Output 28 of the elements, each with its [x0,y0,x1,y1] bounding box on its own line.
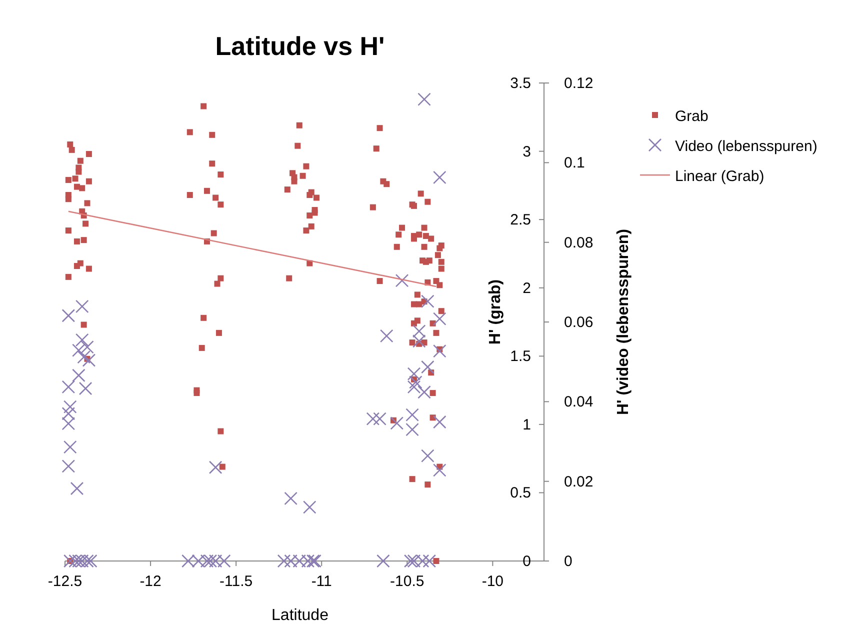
y-tick-label: 2.5 [510,212,531,229]
y-tick-label: 3.5 [510,75,531,92]
y2-tick-label: 0.04 [564,394,594,411]
y2-tick-label: 0.1 [564,154,585,172]
y2-axis-title: H' (video (lebensspuren) [615,228,632,416]
y2-tick-label: 0.02 [564,473,594,490]
y-tick-label: 3 [522,143,531,160]
x-tick-label: -12 [140,573,162,590]
y-tick-label: 0 [522,553,531,570]
legend-label: Video (lebensspuren) [675,138,818,155]
legend-label: Linear (Grab) [675,168,764,185]
y-tick-label: 1 [522,416,531,434]
x-tick-label: -10.5 [390,573,424,590]
chart-title: Latitude vs H' [215,31,385,61]
x-axis-title: Latitude [272,607,329,624]
y-axis-title: H' (grab) [487,279,504,345]
y-tick-label: 0.5 [510,484,531,502]
y2-tick-label: 0.06 [564,314,594,331]
y2-tick-label: 0.08 [564,234,594,252]
x-tick-label: -11.5 [220,573,253,590]
y-tick-label: 2 [522,280,531,297]
x-tick-label: -10 [482,573,504,590]
y2-tick-label: 0 [564,553,572,570]
y-tick-label: 1.5 [510,348,531,366]
x-tick-label: -11 [311,573,332,590]
y2-tick-label: 0.12 [564,75,594,92]
legend-label: Grab [675,108,708,125]
x-tick-label: -12.5 [48,573,82,590]
